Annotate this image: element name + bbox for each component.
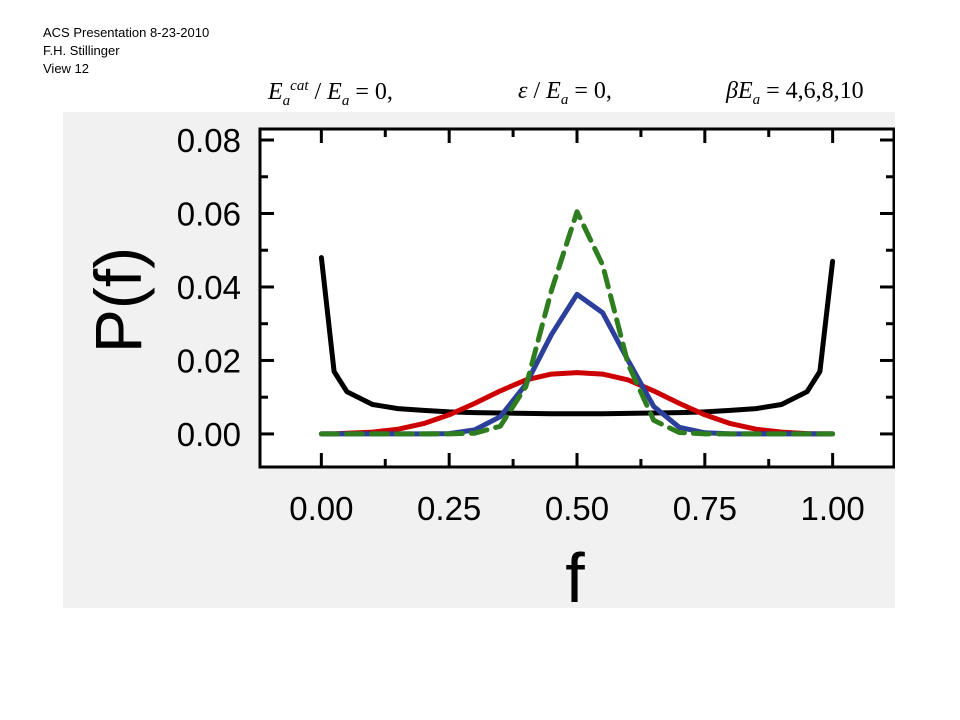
y-tick-label: 0.00 (177, 416, 241, 453)
formula-term-catalyst: Eacat / Ea = 0, (268, 78, 393, 109)
series-line-4 (318, 209, 836, 437)
axes: 0.00 0.02 0.04 0.06 0.08 0.00 0.25 0.50 0.75 1.00 (177, 122, 896, 527)
formula-term-beta: βEa = 4,6,8,10 (726, 78, 864, 108)
plot-area (260, 129, 894, 467)
y-tick-label: 0.06 (177, 196, 241, 233)
chart-figure: 0.00 0.02 0.04 0.06 0.08 0.00 0.25 0.50 0.75 1.00… (63, 112, 896, 617)
y-axis-label: P(f) (81, 247, 155, 353)
header-line-author: F.H. Stillinger (43, 43, 120, 58)
presentation-header: ACS Presentation 8-23-2010 F.H. Stilling… (43, 24, 209, 78)
formula-term-epsilon: ε / Ea = 0, (518, 78, 612, 108)
x-tick-label: 0.75 (673, 490, 737, 527)
series-line-1 (318, 255, 836, 417)
x-tick-label: 1.00 (801, 490, 865, 527)
probability-distribution-chart: 0.00 0.02 0.04 0.06 0.08 0.00 0.25 0.50 0.75 1.00… (81, 122, 896, 617)
x-tick-label: 0.50 (545, 490, 609, 527)
y-tick-label: 0.08 (177, 122, 241, 159)
series-line-2 (318, 370, 836, 437)
header-line-title: ACS Presentation 8-23-2010 (43, 25, 210, 40)
x-tick-label: 0.25 (417, 490, 481, 527)
x-axis-label: f (565, 539, 585, 608)
parameter-formula: Eacat / Ea = 0, ε / Ea = 0, βEa = 4,6,8,… (268, 74, 908, 110)
y-tick-label: 0.02 (177, 342, 241, 379)
y-tick-label: 0.04 (177, 269, 241, 306)
x-tick-label: 0.00 (289, 490, 353, 527)
header-line-view: View 12 (43, 61, 90, 76)
